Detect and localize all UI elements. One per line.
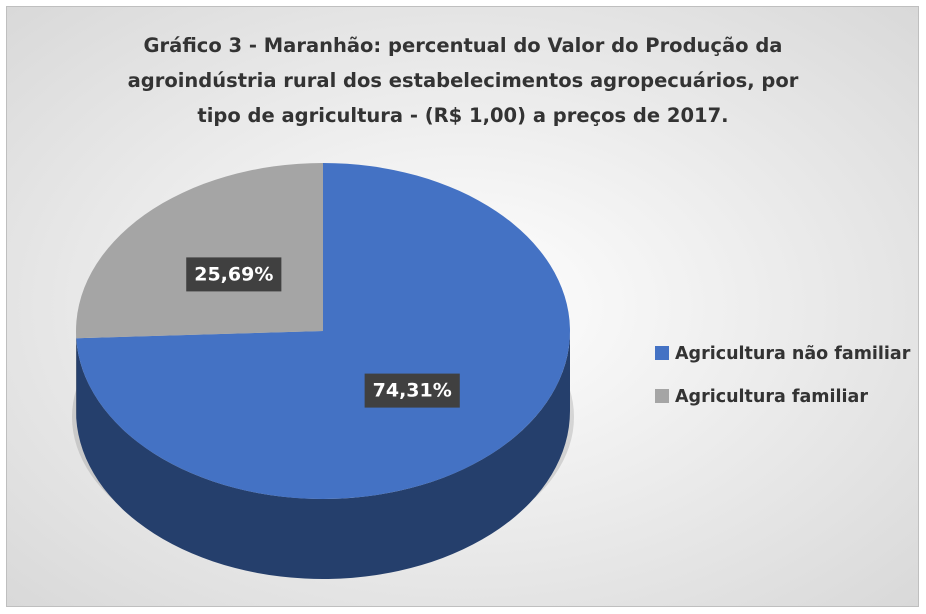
pie-side xyxy=(76,331,571,580)
data-label-text: 25,69% xyxy=(194,263,273,285)
chart-title: Gráfico 3 - Maranhão: percentual do Valo… xyxy=(127,34,799,127)
data-label-text: 74,31% xyxy=(373,380,452,402)
legend-swatch xyxy=(655,346,669,360)
data-label: 74,31% xyxy=(364,373,460,408)
data-label-box xyxy=(186,257,282,292)
pie-slice xyxy=(76,163,324,339)
pie-slice xyxy=(76,163,571,499)
legend-label: Agricultura familiar xyxy=(675,387,868,407)
pie: 74,31% 25,69% xyxy=(72,163,574,580)
data-label: 25,69% xyxy=(186,257,282,292)
legend-swatch xyxy=(655,389,669,403)
legend: Agricultura não familiar Agricultura fami… xyxy=(655,344,911,407)
data-label-box xyxy=(364,373,460,408)
legend-label: Agricultura não familiar xyxy=(675,344,911,364)
